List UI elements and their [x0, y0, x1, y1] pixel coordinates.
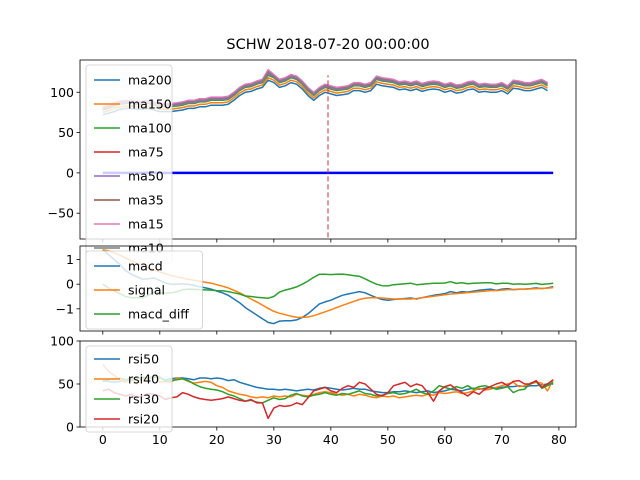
legend-label-rsi50: rsi50 — [128, 352, 159, 367]
legend-label-rsi30: rsi30 — [128, 392, 159, 407]
axes-frame — [79, 245, 577, 332]
x-tick-label: 30 — [266, 432, 282, 447]
plot-area — [102, 363, 554, 420]
chart-title: SCHW 2018-07-20 00:00:00 — [226, 37, 429, 53]
legend-label-rsi20: rsi20 — [128, 412, 159, 427]
legend-label-ma15: ma15 — [128, 217, 164, 232]
plot-area — [102, 68, 554, 238]
series-line-rsi40 — [102, 363, 554, 399]
y-tick-label: 0 — [66, 277, 74, 292]
x-tick-label: 70 — [494, 432, 510, 447]
y-tick-label: −1 — [56, 301, 74, 316]
y-tick-label: 100 — [50, 334, 74, 349]
legend-label-ma200: ma200 — [128, 73, 172, 88]
legend-label-ma50: ma50 — [128, 169, 164, 184]
series-line-ma10 — [102, 71, 548, 110]
price-ma-panel: −50 0 50 100 ma200 ma150 ma100 ma75 ma50 ma35 ma15… — [48, 59, 577, 264]
y-tick-label: 0 — [66, 165, 74, 180]
x-tick-label: 0 — [99, 432, 107, 447]
legend: rsi50 rsi40 rsi30 rsi20 — [85, 345, 173, 433]
x-tick-label: 50 — [380, 432, 396, 447]
series-line-ma15 — [102, 68, 548, 108]
series-line-rsi30 — [102, 375, 554, 404]
legend: macd signal macd_diff — [85, 250, 203, 330]
x-tick-label: 20 — [209, 432, 225, 447]
series-line-ma200 — [102, 79, 548, 116]
x-tick-label: 60 — [437, 432, 453, 447]
legend-frame — [85, 345, 173, 433]
x-tick-label: 80 — [551, 432, 567, 447]
legend-frame — [85, 64, 173, 264]
macd-panel: −1 0 1 macd signal macd_diff — [56, 245, 577, 335]
y-tick-label: 100 — [50, 85, 74, 100]
y-tick-label: 0 — [66, 420, 74, 435]
y-tick-label: −50 — [48, 206, 74, 221]
y-tick-label: 1 — [66, 252, 74, 267]
legend-label-ma75: ma75 — [128, 145, 164, 160]
series-line-ma150 — [102, 76, 548, 114]
legend-label-signal: signal — [128, 283, 165, 298]
x-tick-label: 10 — [152, 432, 168, 447]
legend-label-macd: macd — [128, 259, 163, 274]
series-line-rsi20 — [102, 379, 554, 420]
legend-label-ma150: ma150 — [128, 97, 172, 112]
legend-frame — [85, 250, 203, 330]
legend-label-ma35: ma35 — [128, 193, 164, 208]
legend-label-ma100: ma100 — [128, 121, 172, 136]
y-tick-label: 50 — [58, 125, 74, 140]
legend-label-macd_diff: macd_diff — [128, 307, 189, 322]
legend-label-rsi40: rsi40 — [128, 372, 159, 387]
y-tick-label: 50 — [58, 377, 74, 392]
x-tick-label: 40 — [323, 432, 339, 447]
axes-frame — [79, 59, 577, 240]
